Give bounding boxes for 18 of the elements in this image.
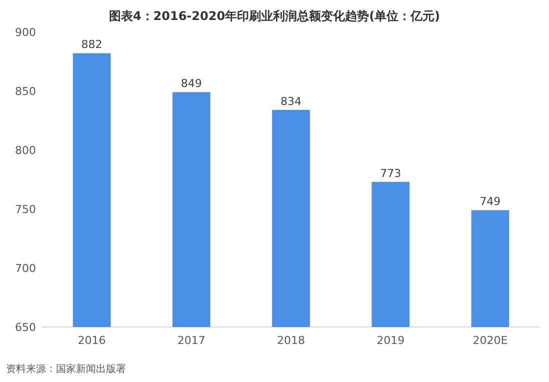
y-tick-label: 750: [15, 203, 36, 216]
x-tick-label: 2017: [177, 334, 206, 347]
y-tick-label: 850: [15, 85, 36, 98]
x-tick-label: 2020E: [472, 334, 508, 347]
y-tick-label: 650: [15, 321, 36, 334]
x-tick-label: 2018: [277, 334, 305, 347]
x-tick-label: 2019: [376, 334, 405, 347]
data-label: 849: [180, 77, 202, 90]
chart-title: 图表4：2016-2020年印刷业利润总额变化趋势(单位：亿元): [108, 9, 440, 23]
data-label: 773: [380, 166, 402, 180]
x-tick-label: 2016: [78, 334, 106, 347]
y-tick-label: 700: [15, 262, 36, 275]
y-tick-label: 900: [15, 26, 36, 39]
y-tick-label: 800: [15, 144, 36, 157]
text: 资料来源：国家新闻出版署: [6, 363, 126, 375]
data-label: 834: [280, 94, 302, 108]
data-label: 749: [480, 195, 501, 208]
data-label: 882: [81, 38, 102, 52]
